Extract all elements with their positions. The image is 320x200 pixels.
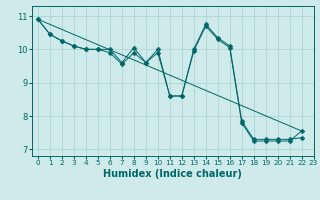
X-axis label: Humidex (Indice chaleur): Humidex (Indice chaleur) (103, 169, 242, 179)
